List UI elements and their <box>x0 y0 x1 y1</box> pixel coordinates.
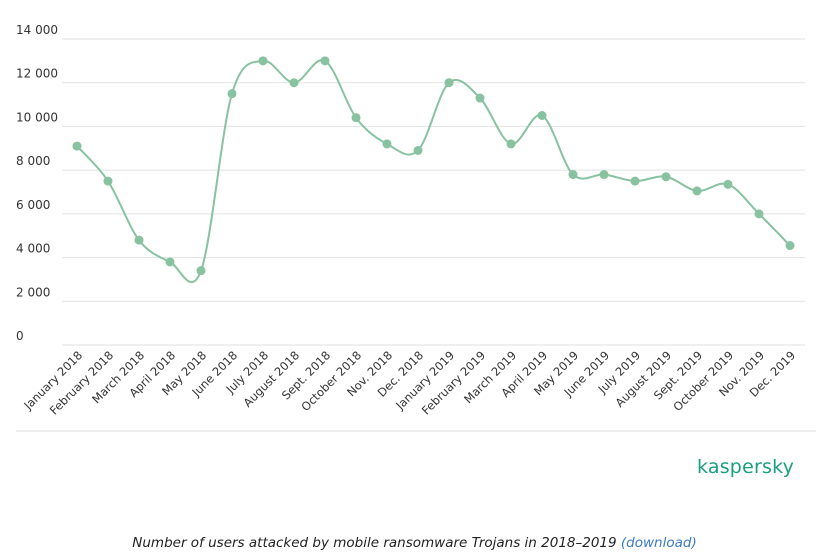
y-tick-label: 6 000 <box>16 198 50 212</box>
data-point <box>723 179 733 189</box>
series-line <box>76 59 791 284</box>
data-point <box>196 266 206 276</box>
data-point <box>103 176 113 186</box>
data-point <box>537 111 547 120</box>
data-point <box>227 89 237 99</box>
data-point <box>630 176 640 186</box>
data-point <box>134 235 144 245</box>
data-point <box>72 141 82 151</box>
gridlines <box>62 38 805 346</box>
y-tick-label: 10 000 <box>16 110 58 124</box>
y-axis-ticks: 0 2 000 4 000 6 000 8 000 10 000 12 000 14 000 <box>16 23 58 343</box>
data-point <box>165 257 175 267</box>
data-point <box>413 145 423 155</box>
data-point <box>754 209 764 219</box>
data-point <box>289 78 299 88</box>
chart-caption: Number of users attacked by mobile ranso… <box>0 535 829 551</box>
data-point <box>692 186 702 196</box>
y-tick-label: 14 000 <box>16 23 58 37</box>
data-points <box>72 56 795 276</box>
data-point <box>475 93 485 103</box>
data-point <box>444 78 454 88</box>
y-tick-label: 8 000 <box>16 154 50 168</box>
y-tick-label: 12 000 <box>16 67 58 81</box>
data-point <box>258 56 268 66</box>
data-point <box>599 170 609 180</box>
data-point <box>382 139 392 149</box>
data-point <box>320 56 330 66</box>
data-point <box>568 170 578 180</box>
data-point <box>661 172 671 182</box>
data-point <box>785 241 795 251</box>
y-tick-label: 0 <box>16 329 24 343</box>
data-point <box>351 113 361 123</box>
kaspersky-logo: kaspersky <box>697 456 795 478</box>
y-tick-label: 2 000 <box>16 285 50 299</box>
data-point <box>506 139 516 149</box>
download-link[interactable]: (download) <box>620 535 697 551</box>
caption-text: Number of users attacked by mobile ranso… <box>132 535 617 551</box>
y-tick-label: 4 000 <box>16 242 50 256</box>
